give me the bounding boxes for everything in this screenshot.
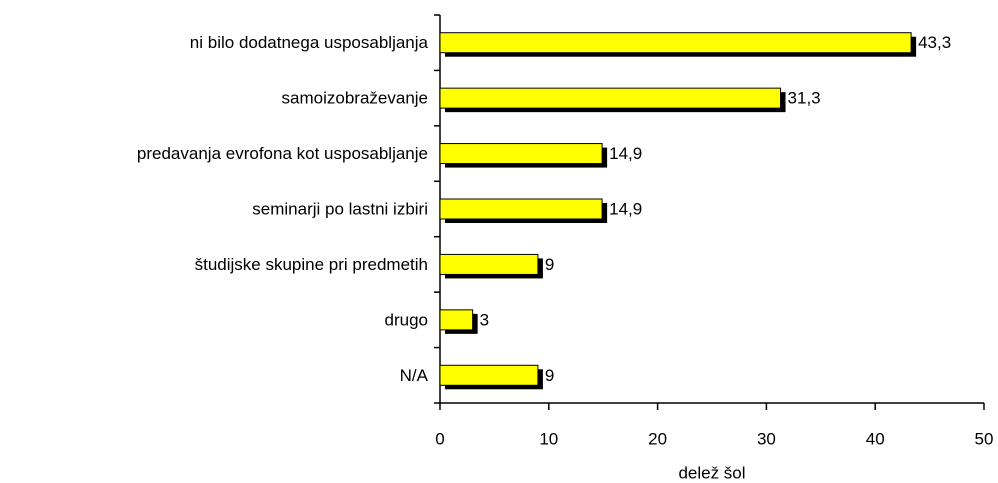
bar — [439, 143, 603, 165]
x-tick-label: 30 — [757, 429, 776, 448]
y-tick-label: ni bilo dodatnega usposabljanja — [190, 33, 429, 52]
bar — [439, 198, 603, 220]
y-tick-label: samoizobraževanje — [282, 89, 428, 108]
bar — [439, 309, 474, 331]
x-tick-label: 10 — [539, 429, 558, 448]
y-tick-label: predavanja evrofona kot usposabljanje — [137, 144, 428, 163]
x-tick-label: 50 — [975, 429, 994, 448]
x-tick-label: 40 — [866, 429, 885, 448]
value-label: 14,9 — [609, 199, 642, 218]
bar — [439, 32, 912, 54]
value-label: 9 — [545, 366, 554, 385]
value-label: 31,3 — [788, 89, 821, 108]
y-tick-label: študijske skupine pri predmetih — [195, 255, 428, 274]
y-tick-label: drugo — [385, 310, 428, 329]
y-tick-label: N/A — [400, 366, 429, 385]
value-label: 3 — [480, 310, 489, 329]
x-tick-label: 0 — [435, 429, 444, 448]
y-tick-label: seminarji po lastni izbiri — [252, 199, 428, 218]
bar — [439, 253, 539, 275]
x-axis-title: delež šol — [678, 463, 745, 482]
value-label: 14,9 — [609, 144, 642, 163]
value-label: 9 — [545, 255, 554, 274]
x-tick-label: 20 — [648, 429, 667, 448]
value-label: 43,3 — [918, 33, 951, 52]
bar — [439, 87, 782, 109]
bar — [439, 364, 539, 386]
